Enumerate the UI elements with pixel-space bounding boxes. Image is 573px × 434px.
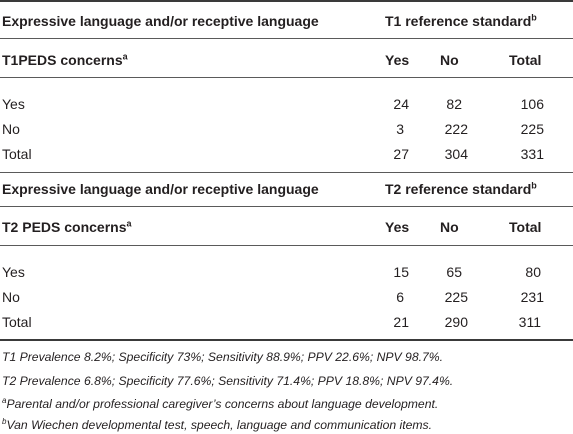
table-bottom-rule bbox=[0, 339, 573, 341]
table2-cell-total: 231 bbox=[520, 289, 544, 305]
table1-header-rule bbox=[0, 38, 573, 39]
table1-row-label: Total bbox=[2, 146, 32, 162]
footnote-a: aParental and/or professional caregiver’… bbox=[2, 395, 439, 411]
table1-cell-yes: 3 bbox=[396, 121, 404, 137]
table2-cell-no: 290 bbox=[444, 314, 468, 330]
table1-cell-total: 106 bbox=[520, 96, 544, 112]
table1-subheader-rule bbox=[0, 77, 573, 78]
table1-top-rule bbox=[0, 0, 573, 2]
table2-cell-no: 65 bbox=[446, 264, 462, 280]
table2-header-left: Expressive language and/or receptive lan… bbox=[2, 181, 319, 197]
footnote-t2-stats: T2 Prevalence 6.8%; Specificity 77.6%; S… bbox=[2, 374, 454, 388]
table1-col-no: No bbox=[440, 52, 459, 68]
table2-header-right: T2 reference standardb bbox=[385, 180, 537, 197]
table1-cell-yes: 24 bbox=[393, 96, 409, 112]
table2-cell-yes: 6 bbox=[396, 289, 404, 305]
table2-cell-yes: 21 bbox=[393, 314, 409, 330]
table1-cell-total: 225 bbox=[520, 121, 544, 137]
table2-col-yes: Yes bbox=[385, 219, 410, 235]
table2-top-rule bbox=[0, 172, 573, 173]
table2-subheader-rule bbox=[0, 245, 573, 246]
table1-cell-yes: 27 bbox=[393, 146, 409, 162]
table1-cell-total: 331 bbox=[520, 146, 544, 162]
table2-cell-no: 225 bbox=[444, 289, 468, 305]
table1-cell-no: 82 bbox=[446, 96, 462, 112]
footnote-t1-stats: T1 Prevalence 8.2%; Specificity 73%; Sen… bbox=[2, 350, 443, 364]
table2-subheader-left: T2 PEDS concernsa bbox=[2, 218, 132, 235]
table1-col-total: Total bbox=[509, 52, 542, 68]
table2-col-no: No bbox=[440, 219, 459, 235]
table2-row-label: Yes bbox=[2, 264, 25, 280]
table2-col-total: Total bbox=[509, 219, 542, 235]
table1-header-left: Expressive language and/or receptive lan… bbox=[2, 13, 319, 29]
table1-cell-no: 222 bbox=[444, 121, 468, 137]
table2-cell-total: 311 bbox=[518, 314, 541, 330]
table1-subheader-left: T1PEDS concernsa bbox=[2, 51, 128, 68]
table1-col-yes: Yes bbox=[385, 52, 410, 68]
table1-header-right: T1 reference standardb bbox=[385, 12, 537, 29]
table2-row-label: Total bbox=[2, 314, 32, 330]
table2-cell-yes: 15 bbox=[393, 264, 409, 280]
table1-row-label: No bbox=[2, 121, 20, 137]
table2-header-rule bbox=[0, 206, 573, 207]
table1-row-label: Yes bbox=[2, 96, 25, 112]
table2-cell-total: 80 bbox=[525, 264, 541, 280]
table1-cell-no: 304 bbox=[444, 146, 468, 162]
footnote-b: bVan Wiechen developmental test, speech,… bbox=[2, 416, 433, 432]
table2-row-label: No bbox=[2, 289, 20, 305]
